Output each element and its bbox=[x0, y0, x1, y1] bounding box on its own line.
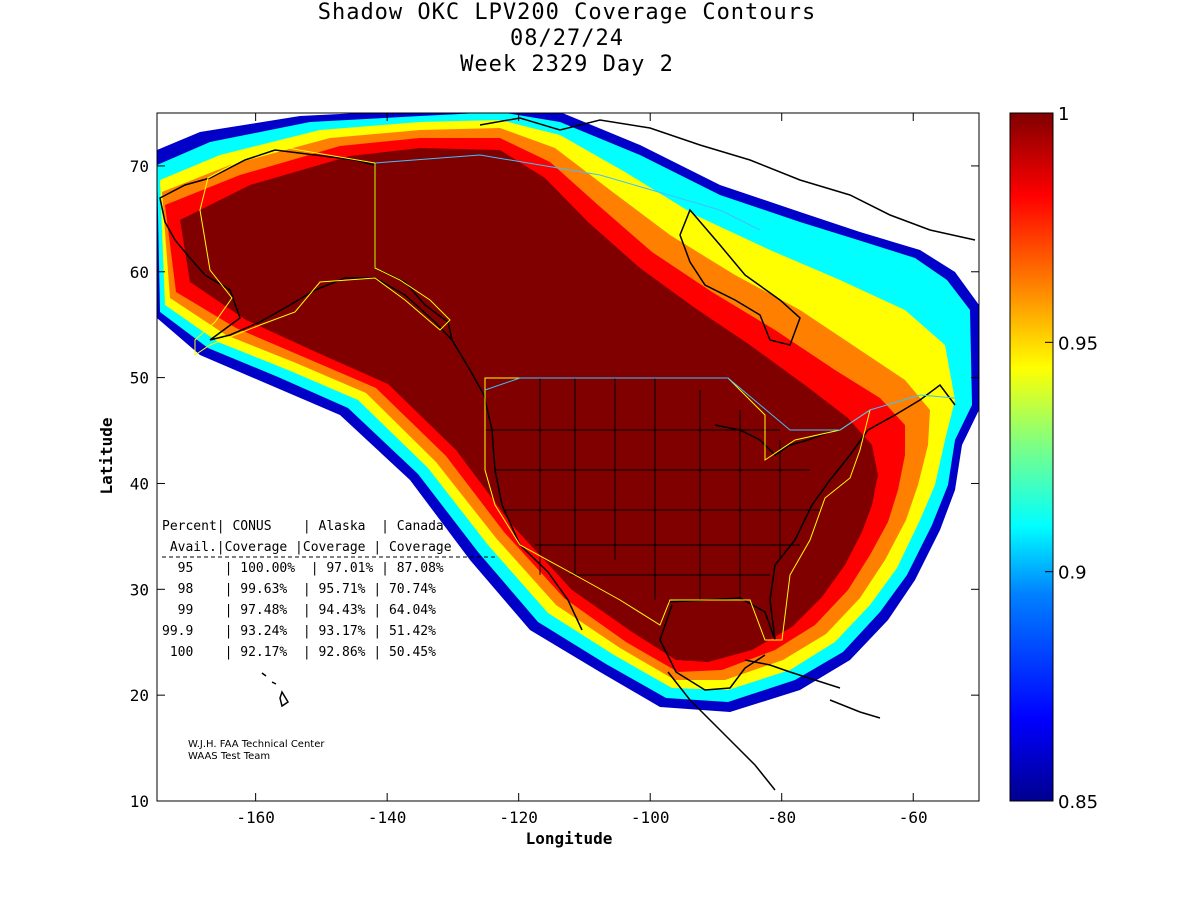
caribbean bbox=[744, 659, 881, 719]
colorbar-tick-label: 0.9 bbox=[1058, 563, 1087, 584]
plot-frame bbox=[156, 112, 980, 802]
y-tick-label: 10 bbox=[130, 792, 149, 811]
y-tick-label: 50 bbox=[130, 369, 149, 388]
contour-100 bbox=[180, 148, 878, 662]
x-tick-label: -120 bbox=[499, 808, 538, 827]
credit-line-2: WAAS Test Team bbox=[188, 751, 270, 762]
title-line-1: Shadow OKC LPV200 Coverage Contours bbox=[317, 0, 817, 25]
x-axis-ticks: -160 -140 -120 -100 -80 -60 bbox=[236, 113, 928, 827]
x-tick-label: -140 bbox=[368, 808, 407, 827]
y-tick-label: 60 bbox=[130, 263, 149, 282]
table-row: 95 | 100.00% | 97.01% | 87.08% bbox=[162, 561, 444, 576]
colorbar-tick-label: 1 bbox=[1058, 104, 1069, 125]
hawaii bbox=[261, 672, 290, 708]
title-line-3: Week 2329 Day 2 bbox=[460, 52, 674, 77]
central-america bbox=[667, 671, 776, 791]
arctic-islands bbox=[479, 117, 976, 241]
table-row: 99.9 | 93.24% | 93.17% | 51.42% bbox=[162, 624, 436, 639]
y-axis-label: Latitude bbox=[97, 417, 116, 494]
east-coast bbox=[769, 383, 956, 641]
alaska-service-volume bbox=[194, 144, 451, 356]
coverage-table: Percent| CONUS | Alaska | Canada Avail.|… bbox=[162, 519, 495, 660]
x-tick-label: -60 bbox=[899, 808, 928, 827]
x-tick-label: -80 bbox=[767, 808, 796, 827]
table-row: 100 | 92.17% | 92.86% | 50.45% bbox=[162, 645, 436, 660]
table-row: 99 | 97.48% | 94.43% | 64.04% bbox=[162, 603, 436, 618]
canada-service-volume bbox=[374, 154, 956, 431]
conus-service-volume bbox=[484, 377, 871, 641]
service-volume-outlines bbox=[194, 144, 871, 641]
colorbar-tick-label: 0.85 bbox=[1058, 792, 1098, 813]
x-tick-label: -160 bbox=[236, 808, 275, 827]
coastlines bbox=[159, 117, 976, 791]
y-tick-label: 70 bbox=[130, 157, 149, 176]
x-tick-label: -100 bbox=[631, 808, 670, 827]
hudson-bay bbox=[679, 208, 801, 346]
x-axis-label: Longitude bbox=[526, 829, 613, 848]
y-tick-label: 30 bbox=[130, 580, 149, 599]
table-header-1: Percent| CONUS | Alaska | Canada bbox=[162, 519, 444, 534]
credit-line-1: W.J.H. FAA Technical Center bbox=[188, 739, 325, 750]
table-header-2: Avail.|Coverage |Coverage | Coverage bbox=[162, 540, 452, 555]
y-axis-ticks: 10 20 30 40 50 60 70 bbox=[130, 157, 979, 811]
colorbar-tick-label: 0.95 bbox=[1058, 333, 1098, 354]
colorbar bbox=[1009, 112, 1054, 802]
colorbar-ticks: 1 0.95 0.9 0.85 bbox=[1045, 104, 1098, 813]
title-line-2: 08/27/24 bbox=[510, 26, 624, 51]
west-coast bbox=[451, 339, 583, 631]
chart-title: Shadow OKC LPV200 Coverage Contours 08/2… bbox=[0, 0, 1134, 78]
coverage-contours bbox=[157, 113, 979, 712]
y-tick-label: 20 bbox=[130, 686, 149, 705]
y-tick-label: 40 bbox=[130, 474, 149, 493]
table-row: 98 | 99.63% | 95.71% | 70.74% bbox=[162, 582, 436, 597]
